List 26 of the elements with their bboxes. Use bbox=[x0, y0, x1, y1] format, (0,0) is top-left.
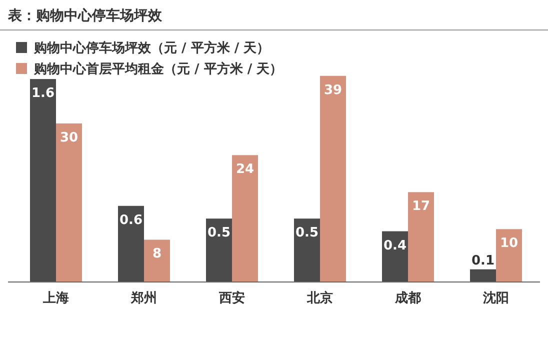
bar bbox=[470, 269, 496, 282]
data-label: 24 bbox=[236, 162, 254, 178]
legend-label: 购物中心停车场坪效（元 / 平方米 / 天） bbox=[33, 40, 270, 56]
x-tick-label: 沈阳 bbox=[482, 291, 509, 306]
bar bbox=[232, 155, 258, 282]
data-label: 0.4 bbox=[383, 238, 407, 254]
data-label: 8 bbox=[152, 246, 162, 262]
x-tick-label: 北京 bbox=[306, 290, 333, 306]
x-tick-label: 上海 bbox=[42, 291, 69, 306]
bar bbox=[320, 76, 346, 282]
data-label: 0.5 bbox=[207, 226, 231, 241]
x-tick-label: 西安 bbox=[218, 290, 245, 306]
data-label: 30 bbox=[60, 130, 78, 146]
data-label: 1.6 bbox=[31, 86, 55, 102]
data-label: 17 bbox=[412, 199, 430, 214]
chart-title: 表：购物中心停车场坪效 bbox=[7, 7, 163, 24]
bar bbox=[294, 218, 320, 282]
data-label: 0.5 bbox=[295, 226, 319, 241]
bar bbox=[496, 229, 522, 282]
data-label: 39 bbox=[324, 82, 342, 98]
legend-label: 购物中心首层平均租金（元 / 平方米 / 天） bbox=[33, 61, 283, 77]
x-tick-label: 郑州 bbox=[130, 291, 157, 306]
data-label: 0.1 bbox=[471, 253, 495, 268]
data-label: 0.6 bbox=[119, 212, 143, 228]
data-label: 10 bbox=[500, 236, 518, 252]
x-tick-label: 成都 bbox=[394, 291, 421, 306]
